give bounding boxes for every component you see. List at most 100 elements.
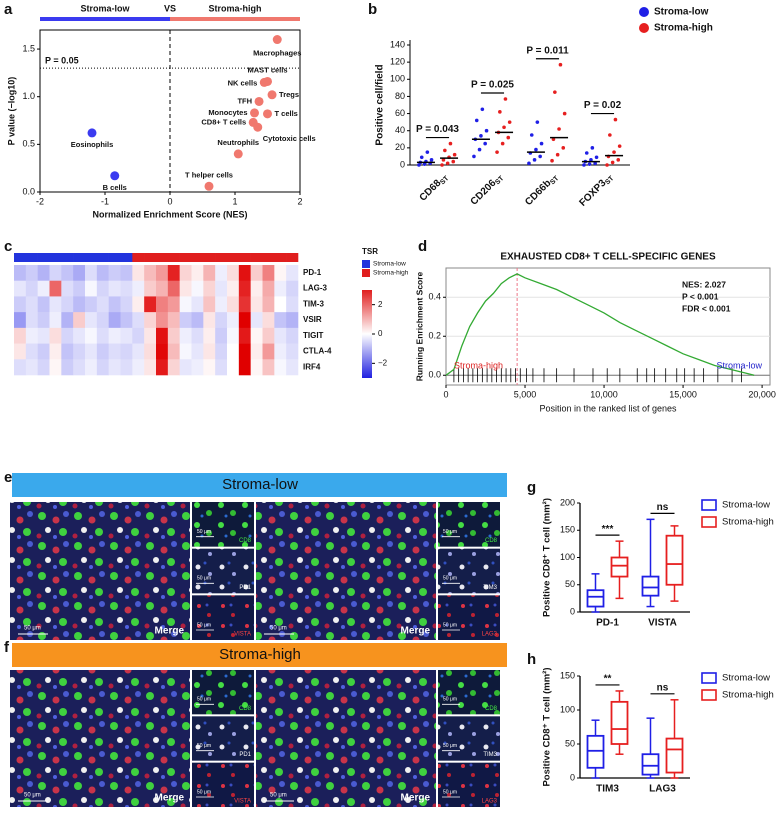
group-cell — [61, 253, 74, 262]
heat-cell — [179, 265, 192, 282]
heat-cell — [238, 359, 251, 376]
panel-letter: g — [527, 479, 536, 496]
point — [613, 117, 618, 122]
row-label: IRF4 — [303, 362, 321, 371]
point — [259, 77, 269, 87]
point — [110, 171, 120, 181]
micrograph-channel — [438, 595, 500, 640]
y-tick-label: 0.2 — [428, 331, 441, 341]
heat-cell — [227, 280, 240, 297]
heat-cell — [25, 296, 38, 313]
heat-cell — [250, 312, 263, 329]
point — [587, 162, 592, 166]
heat-cell — [144, 327, 157, 344]
y-tick-label: 0 — [400, 159, 405, 169]
heat-cell — [37, 280, 50, 297]
legend-swatch — [362, 269, 370, 277]
heat-cell — [262, 280, 275, 297]
heat-cell — [49, 280, 62, 297]
heat-cell — [167, 265, 180, 282]
group-cell — [85, 253, 98, 262]
heat-cell — [262, 265, 275, 282]
row-label: PD-1 — [303, 268, 322, 277]
group-cell — [238, 253, 251, 262]
group-cell — [262, 253, 275, 262]
heat-cell — [108, 265, 121, 282]
y-tick-label: 0 — [570, 606, 575, 616]
heat-cell — [108, 296, 121, 313]
y-tick-label: 150 — [560, 670, 575, 680]
heat-cell — [85, 359, 98, 376]
y-tick-label: 1.5 — [22, 43, 35, 53]
channel-label: LAG3 — [482, 632, 498, 638]
heat-cell — [25, 265, 38, 282]
heat-cell — [73, 280, 86, 297]
group-cell — [274, 253, 287, 262]
legend-marker — [639, 23, 649, 33]
x-tick-label: 5,000 — [514, 389, 537, 399]
point — [451, 159, 456, 164]
row-label: LAG-3 — [303, 284, 328, 293]
y-tick-label: 50 — [565, 579, 575, 589]
legend-swatch — [701, 672, 717, 684]
heat-cell — [191, 296, 204, 313]
point — [474, 118, 479, 123]
point-label: Macrophages — [253, 49, 301, 58]
heat-cell — [132, 327, 145, 344]
point-label: Monocytes — [208, 108, 247, 117]
heat-cell — [274, 327, 287, 344]
heat-cell — [37, 343, 50, 360]
heat-cell — [262, 359, 275, 376]
colorbar-label: −2 — [378, 358, 388, 367]
point — [448, 141, 453, 146]
heat-cell — [156, 327, 169, 344]
micrograph-channel — [438, 502, 500, 547]
x-tick-label: CD66bST — [523, 171, 561, 209]
micrograph-channel — [192, 595, 254, 640]
point — [594, 155, 599, 160]
point-label: Neutrophils — [217, 138, 259, 147]
heat-cell — [203, 359, 216, 376]
heat-cell — [167, 296, 180, 313]
heat-cell — [262, 343, 275, 360]
heat-cell — [37, 359, 50, 376]
point — [440, 163, 444, 167]
heat-cell — [191, 265, 204, 282]
heat-cell — [167, 280, 180, 297]
point — [233, 149, 243, 159]
y-tick-label: 0.5 — [22, 139, 35, 149]
heat-cell — [144, 280, 157, 297]
heat-cell — [96, 343, 109, 360]
panel-letter: c — [4, 238, 12, 255]
row-label: TIGIT — [303, 331, 324, 340]
heat-cell — [156, 296, 169, 313]
heat-cell — [37, 265, 50, 282]
heat-cell — [120, 327, 133, 344]
legend-label: Stroma-low — [722, 500, 770, 511]
stats-label: NES: 2.027 — [682, 279, 726, 289]
heat-cell — [61, 265, 74, 282]
heat-cell — [144, 265, 157, 282]
group-cell — [144, 253, 157, 262]
heat-cell — [49, 359, 62, 376]
point-label: Cytotoxic cells — [263, 134, 316, 143]
heat-cell — [14, 327, 27, 344]
heat-cell — [215, 343, 228, 360]
heat-cell — [120, 343, 133, 360]
header-bar — [170, 17, 300, 21]
heat-cell — [73, 359, 86, 376]
heat-cell — [179, 296, 192, 313]
heat-cell — [227, 359, 240, 376]
point — [429, 158, 434, 162]
x-tick-label: CD206ST — [468, 171, 506, 209]
heat-cell — [144, 359, 157, 376]
scale-label: 50 μm — [270, 793, 287, 799]
heat-cell — [108, 327, 121, 344]
heat-cell — [250, 359, 263, 376]
heat-cell — [96, 359, 109, 376]
y-tick-label: 120 — [390, 57, 405, 67]
point-label: CD8+ T cells — [201, 117, 246, 126]
point — [495, 150, 499, 154]
point — [589, 158, 593, 162]
